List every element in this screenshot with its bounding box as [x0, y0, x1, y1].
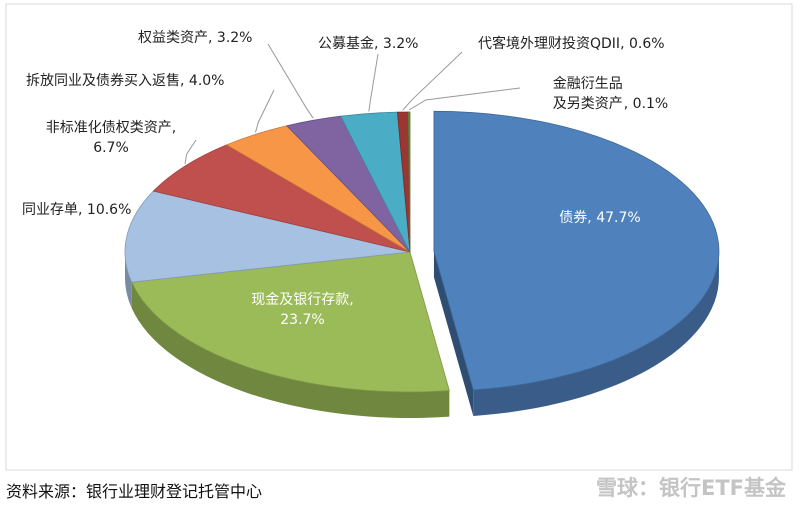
category-label: 同业存单 — [22, 202, 78, 218]
value-label: 3.2% — [374, 36, 418, 52]
value-label: 47.7% — [587, 210, 640, 226]
watermark: 雪球：银行ETF基金 — [595, 476, 786, 500]
leader-line — [184, 139, 197, 165]
category-label: 金融衍生品及另类资产 — [552, 76, 623, 112]
leader-line — [255, 89, 275, 133]
value-label: 10.6% — [78, 202, 131, 218]
data-label: 金融衍生品及另类资产0.1% — [540, 74, 680, 114]
value-label: 4.0% — [180, 73, 224, 89]
slice-side — [473, 251, 719, 416]
data-label: 同业存单10.6% — [22, 200, 202, 220]
data-label: 权益类资产3.2% — [138, 28, 288, 48]
value-label: 3.2% — [208, 30, 252, 46]
leader-line — [368, 53, 379, 112]
category-label: 权益类资产 — [138, 30, 208, 46]
leader-line — [267, 43, 314, 119]
slice — [152, 144, 411, 253]
chart-frame — [5, 3, 793, 471]
slice-side — [131, 282, 450, 418]
category-label: 债券 — [559, 210, 588, 226]
slice-side — [125, 252, 132, 309]
category-label: 现金及银行存款 — [251, 292, 350, 308]
data-label: 现金及银行存款23.7% — [240, 290, 365, 330]
slice — [407, 111, 411, 253]
leader-line — [402, 51, 463, 111]
data-label: 公募基金3.2% — [318, 34, 448, 54]
value-label: 0.1% — [624, 96, 668, 112]
data-label: 代客境外理财投资QDII0.6% — [478, 34, 708, 54]
data-label: 债券47.7% — [540, 208, 660, 228]
category-label: 公募基金 — [318, 36, 374, 52]
category-label: 非标准化债权类资产 — [45, 120, 172, 136]
category-label: 拆放同业及债券买入返售 — [26, 73, 180, 89]
value-label: 0.6% — [620, 36, 664, 52]
data-label: 拆放同业及债券买入返售4.0% — [26, 71, 286, 91]
source-note: 资料来源：银行业理财登记托管中心 — [6, 482, 263, 501]
slice — [433, 110, 720, 391]
category-label: 代客境外理财投资QDII — [478, 36, 621, 52]
slice — [131, 251, 450, 393]
slice — [124, 190, 411, 283]
leader-line — [408, 87, 521, 111]
data-label: 非标准化债权类资产6.7% — [40, 118, 182, 158]
slice-cut-face — [433, 251, 474, 416]
